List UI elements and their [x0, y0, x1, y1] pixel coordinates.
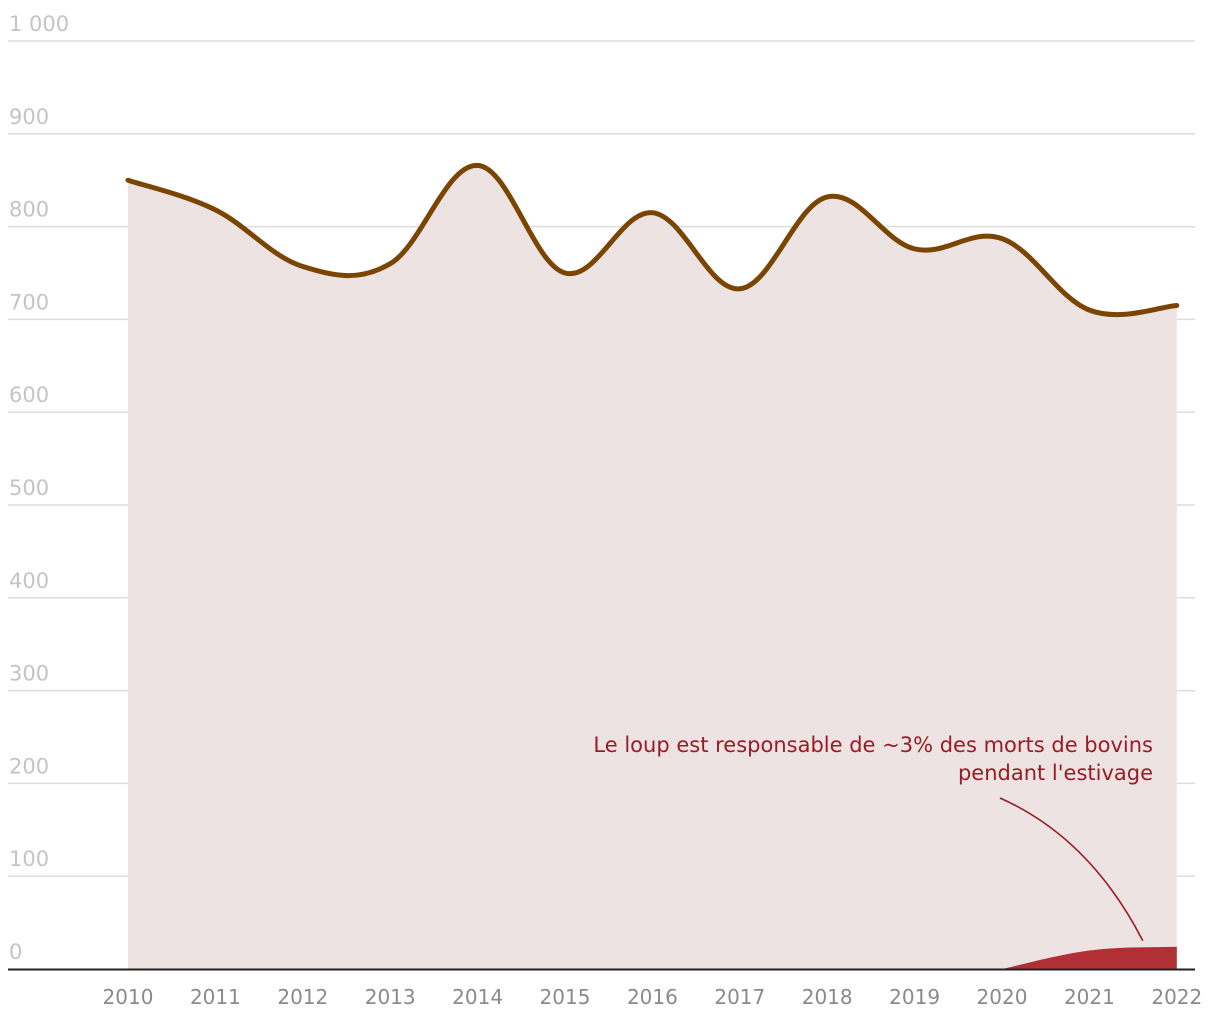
y-axis-ticks: 0 100 200 300 400 500 600 700 800 900 1 000 [9, 12, 69, 964]
x-tick-label: 2018 [802, 985, 853, 1009]
x-tick-label: 2016 [627, 985, 678, 1009]
x-tick-label: 2011 [190, 985, 241, 1009]
y-tick-label: 0 [9, 940, 22, 964]
y-tick-label: 1 000 [9, 12, 69, 36]
y-tick-label: 100 [9, 847, 49, 871]
x-tick-label: 2020 [977, 985, 1028, 1009]
wolf-deaths-area [1002, 946, 1177, 969]
y-tick-label: 700 [9, 290, 49, 314]
total-deaths-line [125, 162, 1180, 318]
y-tick-label: 400 [9, 569, 49, 593]
x-tick-label: 2015 [540, 985, 591, 1009]
y-tick-label: 800 [9, 198, 49, 222]
y-tick-label: 900 [9, 105, 49, 129]
x-tick-label: 2019 [889, 985, 940, 1009]
y-tick-label: 300 [9, 662, 49, 686]
x-tick-label: 2014 [452, 985, 503, 1009]
annotation-leader-line [999, 797, 1144, 942]
x-tick-label: 2013 [365, 985, 416, 1009]
total-deaths-area [128, 165, 1177, 969]
x-axis-ticks: 2010 2011 2012 2013 2014 2015 2016 2017 2018 2019… [103, 985, 1203, 1009]
x-tick-label: 2012 [277, 985, 328, 1009]
x-tick-label: 2021 [1064, 985, 1115, 1009]
x-tick-label: 2022 [1151, 985, 1202, 1009]
annotation-line-1: Le loup est responsable de ~3% des morts… [593, 733, 1153, 757]
y-tick-label: 500 [9, 476, 49, 500]
x-tick-label: 2017 [714, 985, 765, 1009]
y-tick-label: 200 [9, 754, 49, 778]
annotation-line-2: pendant l'estivage [958, 761, 1153, 785]
y-tick-label: 600 [9, 383, 49, 407]
x-tick-label: 2010 [103, 985, 154, 1009]
